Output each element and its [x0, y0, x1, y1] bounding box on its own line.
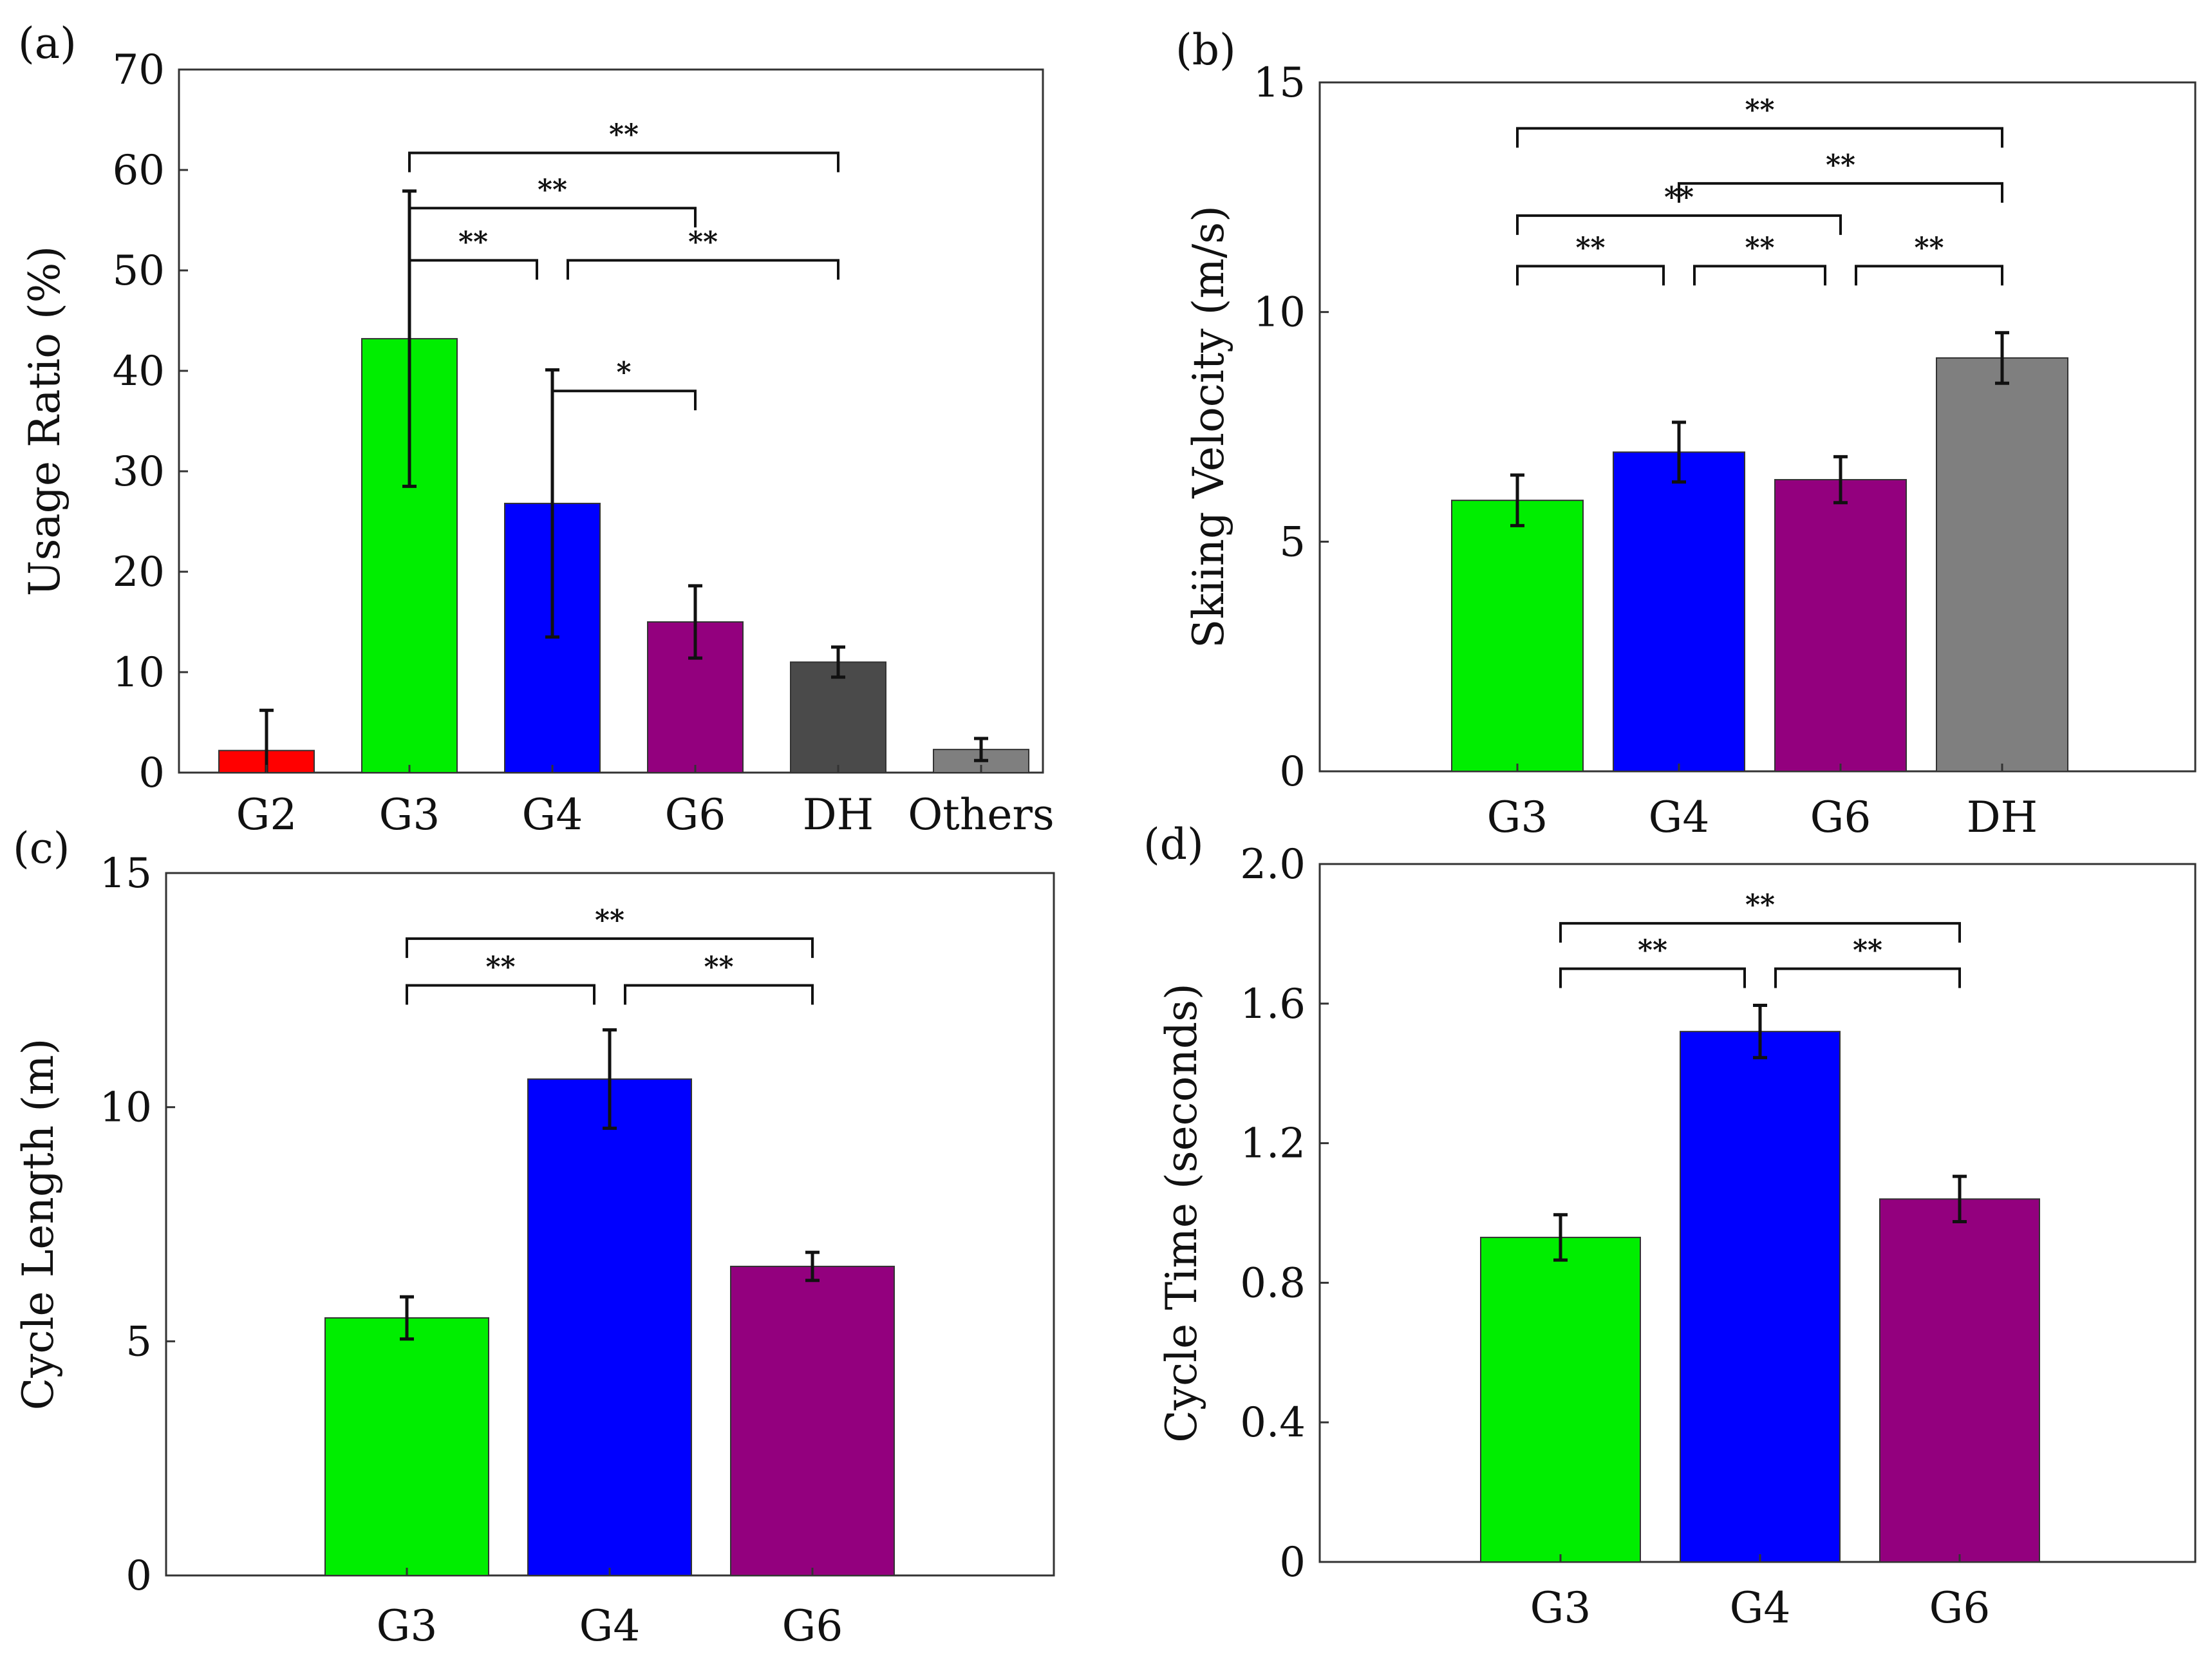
plot-area-frame	[1318, 81, 2197, 773]
panel-label: (a)	[18, 19, 77, 68]
y-tick-label: 2.0	[1240, 841, 1306, 888]
panel-a-usage-ratio: (a) 0 10 20 30 40 50 60 70 Usage Ratio (%) G2 G3 G4 G…	[18, 19, 1054, 840]
significance-label: *	[616, 356, 631, 389]
significance-label: **	[688, 225, 718, 258]
y-tick-label: 0	[1279, 748, 1306, 796]
significance-label: **	[1853, 934, 1882, 967]
bar-g3	[1480, 1236, 1641, 1563]
significance-bracket	[551, 390, 697, 411]
panel-label: (d)	[1143, 820, 1204, 869]
bar-g3	[324, 1317, 489, 1576]
bar-dh	[790, 661, 886, 774]
panel-b-skiing-velocity: (b) 0 5 10 15 Skiing Velocity (m/s) G3 G4 G6 DH **…	[1176, 25, 2197, 842]
y-tick-label: 10	[113, 649, 165, 697]
significance-bracket	[406, 984, 595, 1005]
x-tick-label-g6: G6	[1929, 1583, 1991, 1633]
bar-dh	[1936, 357, 2068, 772]
panel-d-cycle-time: (d) 0 0.4 0.8 1.2 1.6 2.0 Cycle Time (seconds) G…	[1143, 820, 2197, 1633]
x-tick-label-g4: G4	[1730, 1583, 1791, 1633]
significance-label: **	[1914, 231, 1944, 264]
bar-g4	[1613, 451, 1745, 772]
x-tick-label-g6: G6	[665, 790, 726, 840]
plot-area-frame	[178, 68, 1044, 774]
significance-bracket	[408, 207, 697, 228]
x-tick-label-dh: DH	[803, 790, 874, 840]
y-axis-title: Skiing Velocity (m/s)	[1184, 205, 1233, 648]
significance-bracket	[1516, 214, 1842, 235]
y-tick-label: 15	[1253, 59, 1306, 107]
panel-label: (c)	[13, 823, 70, 873]
significance-bracket	[408, 151, 839, 173]
significance-bracket	[406, 937, 814, 958]
y-tick-label: 30	[113, 448, 165, 496]
x-tick-label-g3: G3	[1487, 793, 1548, 842]
bar-g6	[730, 1265, 895, 1576]
y-tick-label: 1.2	[1240, 1120, 1306, 1168]
x-tick-label-g2: G2	[236, 790, 297, 840]
significance-label: **	[1745, 93, 1774, 126]
y-tick-label: 70	[113, 46, 165, 94]
bar-g6	[1879, 1198, 2040, 1563]
y-tick-label: 10	[1253, 289, 1306, 337]
significance-label: **	[1745, 888, 1775, 921]
significance-label: **	[609, 118, 639, 151]
y-tick-label: 10	[100, 1084, 152, 1132]
significance-label: **	[1745, 231, 1774, 264]
significance-label: **	[1664, 181, 1694, 214]
y-tick-label: 1.6	[1240, 981, 1306, 1028]
y-tick-label: 40	[113, 348, 165, 395]
significance-bracket	[1516, 127, 2003, 148]
bar-g4	[527, 1078, 692, 1576]
y-tick-label: 0.8	[1240, 1259, 1306, 1307]
significance-label: **	[1575, 231, 1605, 264]
y-tick-label: 0	[138, 749, 165, 797]
bar-g3	[1451, 500, 1584, 773]
x-tick-label-g6: G6	[782, 1601, 843, 1651]
significance-bracket	[1559, 967, 1746, 988]
y-tick-label: 0	[126, 1552, 152, 1600]
x-tick-label-g4: G4	[522, 790, 583, 840]
panel-label: (b)	[1176, 25, 1236, 75]
significance-label: **	[595, 904, 624, 937]
x-tick-label-g3: G3	[1530, 1583, 1591, 1633]
significance-label: **	[458, 225, 488, 258]
y-axis-title: Cycle Length (m)	[14, 1038, 63, 1411]
bar-g6	[1774, 479, 1907, 772]
significance-label: **	[1638, 934, 1667, 967]
panel-c-cycle-length: (c) 0 5 10 15 Cycle Length (m) G3 G4 G6 ** ** **	[13, 823, 1055, 1651]
significance-bracket	[624, 984, 814, 1005]
y-tick-label: 5	[126, 1318, 152, 1366]
x-tick-label-g4: G4	[579, 1601, 641, 1651]
significance-bracket	[1559, 922, 1961, 943]
significance-bracket	[567, 259, 839, 280]
significance-label: **	[1826, 149, 1855, 182]
x-tick-label-g6: G6	[1810, 793, 1871, 842]
bar-g4	[1680, 1031, 1841, 1563]
significance-label: **	[704, 951, 733, 984]
y-tick-label: 60	[113, 147, 165, 194]
significance-bracket	[1774, 967, 1961, 988]
x-tick-label-others: Others	[908, 790, 1054, 840]
x-tick-label-g3: G3	[379, 790, 440, 840]
significance-bracket	[1855, 265, 2003, 286]
y-tick-label: 5	[1279, 518, 1306, 566]
y-tick-label: 0.4	[1240, 1399, 1306, 1447]
significance-bracket	[1678, 182, 2003, 203]
y-tick-label: 15	[100, 850, 152, 897]
significance-bracket	[1693, 265, 1826, 286]
x-tick-label-g3: G3	[377, 1601, 438, 1651]
y-axis-title: Cycle Time (seconds)	[1157, 983, 1206, 1442]
x-tick-label-g4: G4	[1649, 793, 1710, 842]
x-tick-label-dh: DH	[1967, 793, 2038, 842]
y-tick-label: 50	[113, 247, 165, 295]
y-tick-label: 20	[113, 549, 165, 596]
y-axis-title: Usage Ratio (%)	[20, 246, 70, 596]
significance-bracket	[408, 259, 538, 280]
significance-bracket	[1516, 265, 1665, 286]
significance-label: **	[485, 951, 515, 984]
y-tick-label: 0	[1279, 1539, 1306, 1586]
significance-label: **	[538, 173, 567, 206]
